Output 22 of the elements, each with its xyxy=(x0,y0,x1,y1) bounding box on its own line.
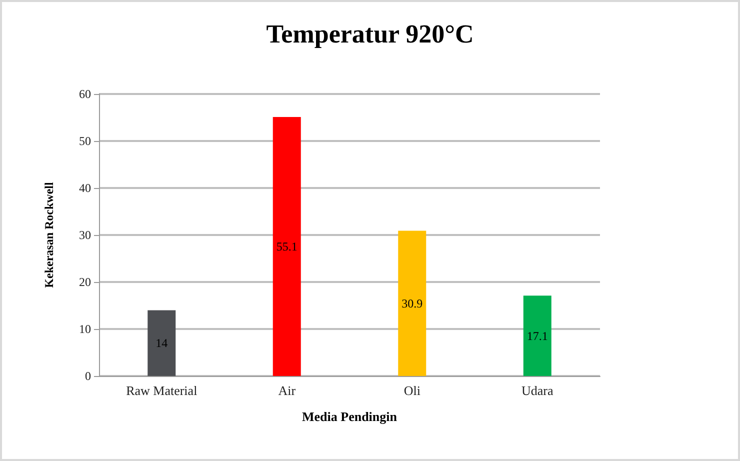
bar xyxy=(272,117,301,376)
y-axis-title: Kekerasan Rockwell xyxy=(42,182,56,288)
y-tick-label: 50 xyxy=(79,134,91,148)
y-tick-label: 40 xyxy=(79,181,91,195)
x-tick-label: Oli xyxy=(404,383,421,398)
data-label: 55.1 xyxy=(276,240,298,254)
x-tick-label: Air xyxy=(278,383,296,398)
x-tick-label: Raw Material xyxy=(126,383,198,398)
chart-title: Temperatur 920°C xyxy=(266,20,474,48)
bar xyxy=(398,230,426,376)
data-label: 30.9 xyxy=(402,296,423,310)
y-tick-label: 10 xyxy=(79,322,91,336)
data-label: 17.1 xyxy=(526,328,548,343)
bar xyxy=(523,296,552,376)
y-tick-label: 60 xyxy=(79,87,91,101)
x-axis-title: Media Pendingin xyxy=(302,409,398,424)
x-tick-label: Udara xyxy=(521,383,554,398)
y-tick-label: 0 xyxy=(85,369,91,383)
data-label: 14 xyxy=(156,336,168,350)
y-tick-label: 30 xyxy=(79,228,91,242)
bar xyxy=(148,310,176,376)
y-tick-label: 20 xyxy=(79,275,91,289)
